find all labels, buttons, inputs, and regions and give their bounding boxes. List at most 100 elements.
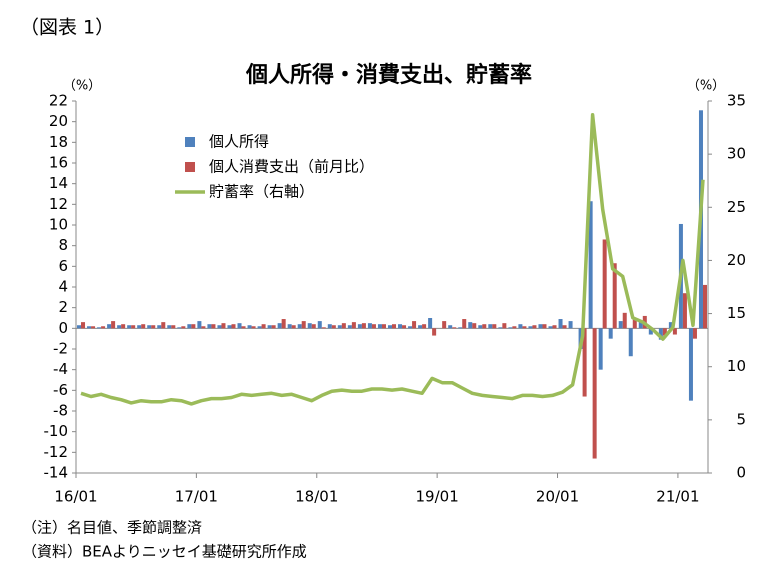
y2-tick-label: 35	[727, 92, 746, 110]
bar	[121, 324, 126, 329]
bar	[237, 323, 242, 329]
bar	[247, 325, 252, 329]
caption: （図表 1）	[20, 17, 114, 39]
bar	[257, 326, 262, 329]
y2-tick-label: 15	[727, 304, 746, 322]
bar	[422, 324, 427, 329]
bar	[538, 324, 543, 329]
y-tick-label: 4	[58, 278, 68, 296]
bar	[187, 324, 192, 329]
bar	[418, 325, 423, 329]
bar	[157, 325, 162, 329]
bar	[147, 325, 152, 329]
x-tick-label: 20/01	[536, 488, 579, 506]
y-tick-label: 6	[58, 257, 68, 275]
bar	[321, 327, 326, 329]
bar	[452, 327, 457, 329]
bar	[468, 322, 473, 329]
bar	[137, 325, 142, 329]
bar	[632, 318, 637, 329]
bar	[191, 324, 196, 329]
bar	[77, 325, 82, 329]
bar	[558, 319, 563, 329]
bar	[688, 328, 693, 401]
bar	[241, 326, 246, 329]
bar	[387, 325, 392, 329]
y-tick-label: 10	[49, 216, 68, 234]
y-tick-label: 22	[49, 92, 68, 110]
bar	[682, 293, 687, 329]
bar	[398, 324, 403, 329]
bar	[618, 321, 623, 329]
bar	[622, 312, 627, 329]
legend-label: 個人所得	[209, 133, 269, 151]
bar	[628, 328, 633, 357]
bar	[231, 324, 236, 329]
bar	[337, 325, 342, 329]
bar	[408, 326, 413, 329]
bar	[502, 323, 507, 329]
bar	[311, 324, 316, 329]
bar	[151, 325, 156, 329]
bar	[177, 327, 182, 329]
bar	[277, 323, 282, 329]
bar	[412, 321, 417, 329]
bar	[488, 324, 493, 329]
bar	[602, 239, 607, 329]
bar	[81, 322, 86, 329]
legend-label: 個人消費支出（前月比）	[209, 158, 374, 176]
y-tick-label: -14	[44, 464, 69, 482]
bar	[592, 328, 597, 459]
y-tick-label: -10	[44, 422, 69, 440]
bar	[542, 324, 547, 329]
bar	[221, 323, 226, 329]
bar	[568, 321, 573, 329]
bar	[251, 326, 256, 329]
bar	[692, 328, 697, 339]
bar	[392, 324, 397, 329]
bar	[672, 328, 677, 335]
bar	[351, 322, 356, 329]
bar	[608, 328, 613, 339]
bar	[532, 325, 537, 329]
note: （資料）BEAよりニッセイ基礎研究所作成	[22, 543, 307, 561]
note: （注）名目値、季節調整済	[22, 519, 202, 537]
bar	[141, 324, 146, 329]
bar	[111, 321, 116, 329]
y2-tick-label: 10	[727, 357, 746, 375]
x-tick-label: 19/01	[416, 488, 459, 506]
y2-tick-label: 20	[727, 251, 746, 269]
bar	[267, 325, 272, 329]
bar	[301, 321, 306, 329]
bar	[472, 323, 477, 329]
bar	[331, 325, 336, 329]
bar	[97, 327, 102, 329]
bar	[327, 324, 332, 329]
bar	[462, 319, 467, 329]
bar	[478, 325, 483, 329]
bar	[508, 327, 513, 329]
bar	[171, 325, 176, 329]
y-tick-label: 0	[58, 319, 68, 337]
bar	[367, 323, 372, 329]
bar	[528, 326, 533, 329]
bar	[287, 324, 292, 329]
bar	[281, 319, 286, 329]
bar	[518, 324, 523, 329]
bar	[458, 327, 463, 329]
bar	[341, 323, 346, 329]
bar	[552, 325, 557, 329]
bar	[307, 323, 312, 329]
bar	[598, 328, 603, 370]
bar	[658, 328, 663, 340]
y-unit: （%）	[63, 79, 101, 94]
bar	[402, 325, 407, 329]
x-tick-label: 18/01	[295, 488, 338, 506]
bar	[702, 284, 707, 329]
bar	[207, 324, 212, 329]
y2-unit: （%）	[687, 79, 725, 94]
y-tick-label: 18	[49, 133, 68, 151]
bar	[217, 325, 222, 329]
bar	[317, 321, 322, 329]
y-tick-label: 20	[49, 112, 68, 130]
